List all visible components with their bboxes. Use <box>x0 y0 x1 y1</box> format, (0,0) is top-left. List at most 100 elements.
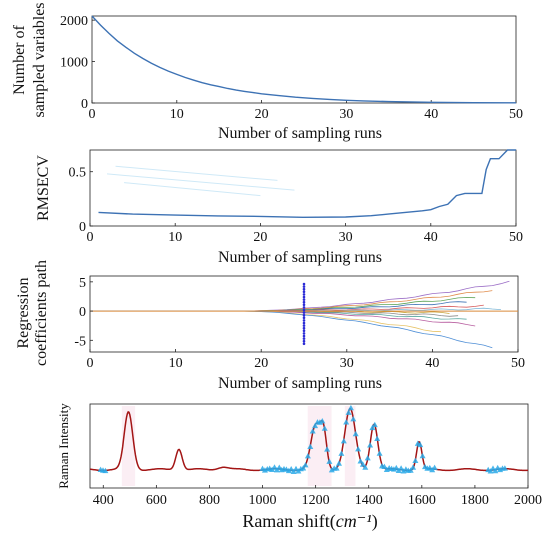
selected-variable-marker <box>355 446 362 452</box>
sampled-variables-line <box>91 15 517 104</box>
panel2-x-label: Number of sampling runs <box>218 249 382 266</box>
selected-variable-marker <box>501 465 508 471</box>
panel2-x-ticks: 0 10 20 30 40 50 <box>87 223 523 245</box>
optimal-run-dot <box>302 303 306 307</box>
selected-variable-marker <box>309 428 316 434</box>
selected-variable-marker <box>417 441 424 448</box>
selected-variable-marker <box>336 460 342 466</box>
optimal-run-dot <box>302 285 306 288</box>
selected-variable-marker <box>312 422 319 429</box>
selected-variable-marker <box>347 404 354 411</box>
optimal-run-dot <box>302 313 306 317</box>
faint-trace <box>124 182 261 197</box>
x-tick-label: 20 <box>255 107 269 122</box>
x-tick-label: 2000 <box>514 493 542 508</box>
panel2-series <box>98 149 516 219</box>
x-tick-label: 600 <box>146 493 167 508</box>
y-tick-label: 5 <box>79 276 86 291</box>
selected-variable-marker <box>383 466 390 472</box>
selected-variable-marker <box>328 467 335 473</box>
selected-variable-marker <box>326 458 333 464</box>
optimal-run-dot <box>302 306 306 309</box>
selected-variable-marker <box>290 468 297 474</box>
y-tick-label: 0.5 <box>69 166 87 181</box>
panel1-x-label: Number of sampling runs <box>218 125 382 142</box>
y-tick-label: 0 <box>79 305 86 320</box>
panel3-x-label: Number of sampling runs <box>218 375 382 392</box>
selected-variable-marker <box>362 464 369 470</box>
optimal-run-dot <box>302 282 306 286</box>
optimal-run-dot <box>302 319 306 322</box>
panel1-y-label-line1: Number of <box>11 24 28 94</box>
optimal-run-dot <box>302 298 306 301</box>
raman-spectrum-line <box>89 407 529 472</box>
coefficient-path <box>90 310 493 349</box>
selected-variable-marker <box>369 424 376 431</box>
panel3-y-label-line2: coefficients path <box>33 260 50 366</box>
x-tick-label: 30 <box>340 356 354 371</box>
panel3-axes-box <box>89 275 519 353</box>
panel-rmsecv: 0 10 20 30 40 50 00.5 Number of sampling runs… <box>35 149 523 266</box>
selected-variable-marker <box>300 465 307 471</box>
optimal-run-dot <box>302 334 306 338</box>
panel1-y-ticks: 0 1000 2000 <box>60 14 95 112</box>
selected-variable-marker <box>357 458 364 464</box>
panel2-y-label: RMSECV <box>35 155 52 221</box>
selected-variable-marker <box>324 446 331 452</box>
optimal-run-dot <box>302 290 306 294</box>
optimal-run-dot <box>302 324 306 327</box>
x-tick-label: 20 <box>254 356 268 371</box>
highlight-band <box>344 406 356 486</box>
panel1-x-ticks: 0 10 20 30 40 50 <box>89 100 523 122</box>
panel3-x-ticks: 0 10 20 30 40 50 <box>87 349 525 371</box>
panel1-series <box>91 15 517 104</box>
x-tick-label: 0 <box>87 356 94 371</box>
optimal-run-dot <box>302 329 306 333</box>
panel4-spectrum <box>89 407 529 472</box>
x-tick-label: 1400 <box>355 493 383 508</box>
selected-variable-marker <box>333 465 340 471</box>
x-tick-label: 50 <box>509 230 523 245</box>
selected-variable-marker <box>492 467 499 474</box>
selected-variable-marker <box>410 464 417 470</box>
x-tick-label: 30 <box>339 230 353 245</box>
y-tick-label: 0 <box>79 220 86 235</box>
x-tick-label: 10 <box>169 356 183 371</box>
selected-variable-marker <box>350 416 357 422</box>
optimal-run-dot <box>302 337 306 340</box>
selected-variable-marker <box>319 418 326 424</box>
x-tick-label: 800 <box>199 493 220 508</box>
selected-variable-marker <box>321 425 328 431</box>
panel-sampled-variables: 0 10 20 30 40 50 0 1000 2000 Number of sampling… <box>11 2 523 142</box>
panel4-x-label: Raman shift(cm⁻¹) <box>242 511 377 532</box>
optimal-run-dot <box>302 339 306 343</box>
x-tick-label: 1200 <box>302 493 330 508</box>
panel1-axes-box <box>91 15 517 104</box>
faint-trace <box>106 173 295 191</box>
faint-trace <box>115 165 278 181</box>
panel2-faint-traces <box>106 165 295 197</box>
optimal-run-dot <box>302 332 306 335</box>
selected-variable-marker <box>302 462 309 468</box>
selected-variable-marker <box>407 467 414 473</box>
panel4-y-label: Raman Intensity <box>56 403 71 489</box>
optimal-run-dot <box>302 326 306 330</box>
optimal-run-dot <box>302 311 306 314</box>
y-tick-label: 0 <box>81 97 88 112</box>
selected-variable-marker <box>412 457 419 463</box>
x-tick-label: 20 <box>253 230 267 245</box>
x-tick-label: 10 <box>170 107 184 122</box>
y-tick-label: 2000 <box>60 14 88 29</box>
selected-variable-marker <box>307 443 314 449</box>
selected-variable-marker <box>367 442 374 448</box>
x-tick-label: 50 <box>509 107 523 122</box>
selected-variable-marker <box>393 464 400 471</box>
selected-variable-marker <box>338 450 345 456</box>
x-tick-label: 0 <box>87 230 94 245</box>
panel2-y-ticks: 00.5 <box>69 166 93 235</box>
selected-variable-marker <box>364 455 371 461</box>
panel-regression-coefficients: 0 10 20 30 40 50 -505 Number of sampling runs… <box>15 260 525 392</box>
optimal-run-dot <box>302 300 306 304</box>
selected-variable-marker <box>345 409 352 415</box>
panel2-axes-box <box>89 149 517 227</box>
